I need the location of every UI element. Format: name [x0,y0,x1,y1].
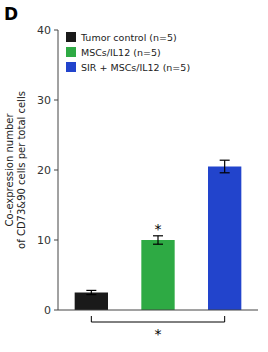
x-axis [58,310,258,311]
error-bar [220,160,230,173]
bar [141,240,174,310]
y-tick [54,170,58,171]
legend-label: SIR + MSCs/IL12 (n=5) [81,62,190,73]
error-cap [86,290,96,291]
bar [75,293,108,311]
title: D [4,4,18,24]
error-line [91,290,92,294]
significance-star: * [155,326,162,342]
error-bar [153,236,163,244]
legend-swatch [66,32,76,42]
y-tick [54,30,58,31]
significance-star: * [155,221,162,237]
bars [75,160,242,310]
y-tick-label: 30 [37,94,51,107]
y-axis-label: Co-expression numberof CD73&90 cells per… [4,91,27,249]
error-cap [220,160,230,161]
y-tick-label: 0 [44,304,51,317]
bracket-line [91,316,92,322]
bracket-line [91,322,224,323]
error-line [157,236,158,244]
legend: Tumor control (n=5) MSCs/IL12 (n=5) SIR + … [66,32,190,73]
error-line [224,160,225,173]
chart: 0 10 20 30 40 * * Co-expression numberof CD73&9… [0,0,268,352]
bar [208,167,241,311]
legend-label: MSCs/IL12 (n=5) [81,47,161,58]
y-tick-label: 20 [37,164,51,177]
legend-label: Tumor control (n=5) [80,32,177,43]
legend-swatch [66,47,76,57]
bracket-line [224,316,225,322]
error-cap [86,294,96,295]
y-tick [54,240,58,241]
y-axis [58,30,59,310]
legend-swatch [66,62,76,72]
error-cap [153,244,163,245]
y-tick [54,100,58,101]
y-axis-label-line: of CD73&90 cells per total cells [16,91,27,249]
y-axis-label-line: Co-expression number [4,113,15,227]
y-tick-label: 40 [37,24,51,37]
error-cap [220,172,230,173]
error-bar [86,290,96,294]
y-tick-label: 10 [37,234,51,247]
y-tick [54,310,58,311]
significance-bracket [91,316,224,322]
